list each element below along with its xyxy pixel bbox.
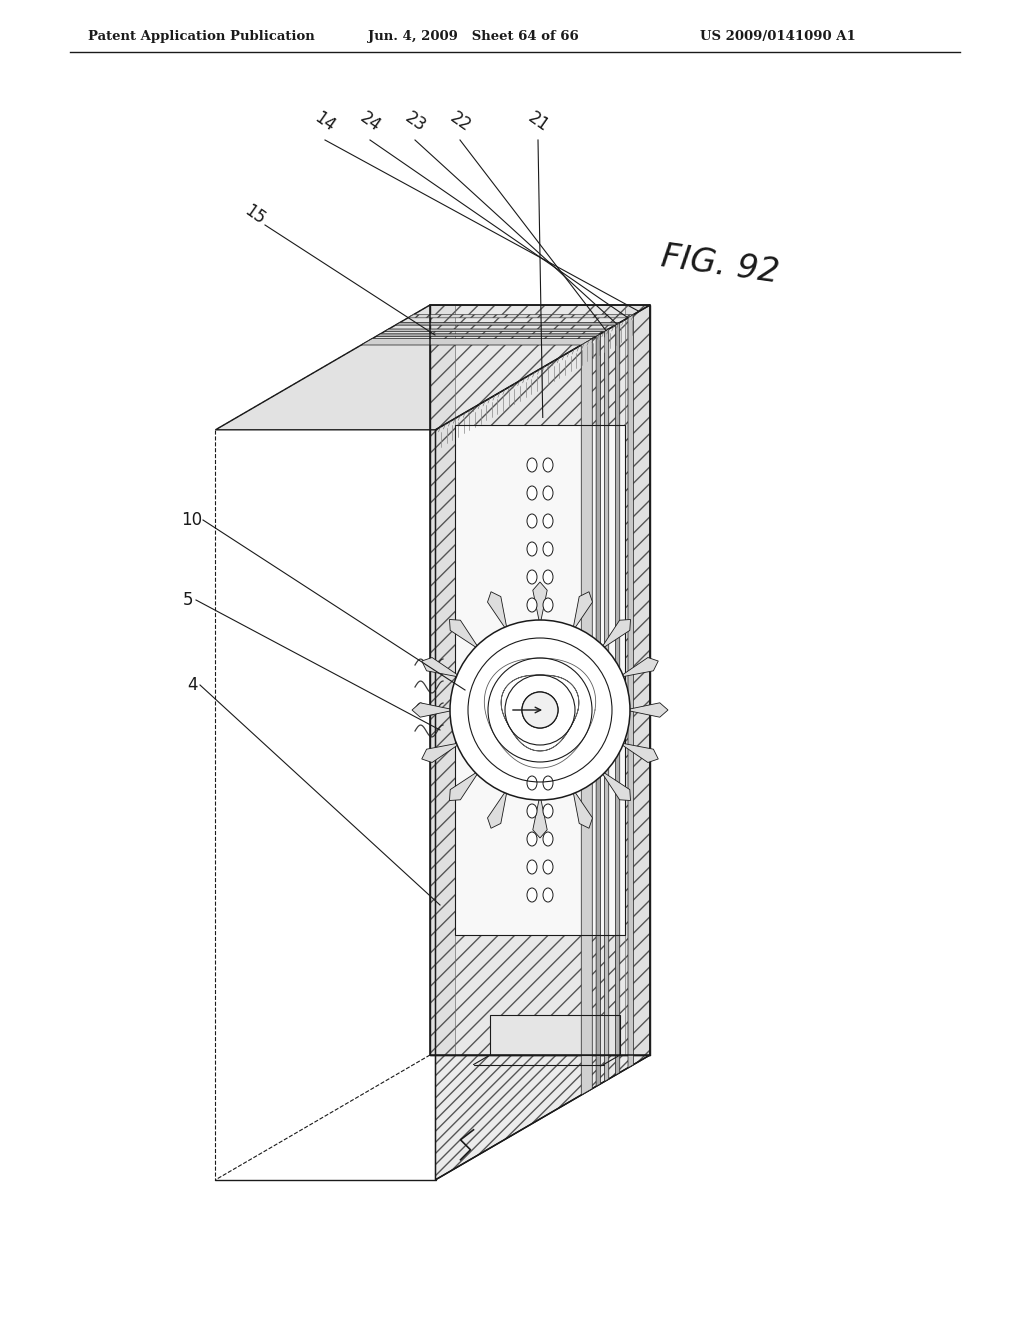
Circle shape — [522, 692, 558, 729]
Polygon shape — [430, 305, 650, 1055]
Polygon shape — [532, 795, 547, 838]
Text: 24: 24 — [356, 108, 384, 135]
Ellipse shape — [543, 458, 553, 473]
Text: Patent Application Publication: Patent Application Publication — [88, 30, 314, 44]
Polygon shape — [450, 619, 480, 649]
Text: 23: 23 — [401, 108, 429, 135]
Polygon shape — [618, 743, 658, 763]
Polygon shape — [430, 305, 650, 425]
Ellipse shape — [543, 888, 553, 902]
Polygon shape — [430, 305, 455, 1055]
Polygon shape — [361, 339, 592, 345]
Text: 4: 4 — [187, 676, 199, 694]
Polygon shape — [596, 334, 600, 1086]
Ellipse shape — [527, 861, 537, 874]
Ellipse shape — [527, 804, 537, 818]
Text: 10: 10 — [181, 511, 203, 529]
Polygon shape — [604, 329, 608, 1081]
Ellipse shape — [527, 570, 537, 583]
Ellipse shape — [543, 513, 553, 528]
Polygon shape — [395, 322, 620, 325]
Polygon shape — [600, 770, 631, 800]
Polygon shape — [412, 702, 455, 717]
Polygon shape — [490, 1015, 620, 1055]
Text: 21: 21 — [524, 108, 552, 135]
Ellipse shape — [527, 776, 537, 789]
Polygon shape — [450, 770, 480, 800]
Ellipse shape — [543, 832, 553, 846]
Ellipse shape — [527, 598, 537, 612]
Text: 5: 5 — [182, 591, 194, 609]
Polygon shape — [582, 339, 592, 1096]
Polygon shape — [532, 582, 547, 624]
Ellipse shape — [543, 804, 553, 818]
Polygon shape — [625, 305, 650, 1055]
Ellipse shape — [527, 513, 537, 528]
Ellipse shape — [543, 776, 553, 789]
Polygon shape — [487, 591, 508, 631]
Polygon shape — [487, 788, 508, 828]
Polygon shape — [628, 314, 634, 1068]
Polygon shape — [600, 619, 631, 649]
Polygon shape — [572, 591, 593, 631]
Polygon shape — [625, 702, 668, 717]
Text: FIG. 92: FIG. 92 — [658, 240, 781, 289]
Text: 15: 15 — [242, 202, 269, 228]
Polygon shape — [430, 935, 650, 1055]
Text: US 2009/0141090 A1: US 2009/0141090 A1 — [700, 30, 856, 44]
Ellipse shape — [543, 570, 553, 583]
Polygon shape — [618, 657, 658, 677]
Ellipse shape — [543, 486, 553, 500]
Polygon shape — [422, 657, 462, 677]
Polygon shape — [572, 788, 593, 828]
Text: 22: 22 — [446, 108, 474, 135]
Ellipse shape — [543, 861, 553, 874]
Polygon shape — [435, 305, 650, 1180]
Polygon shape — [408, 314, 634, 318]
Ellipse shape — [527, 458, 537, 473]
Polygon shape — [376, 334, 600, 337]
Ellipse shape — [527, 832, 537, 846]
Polygon shape — [384, 329, 608, 331]
Ellipse shape — [527, 543, 537, 556]
Ellipse shape — [543, 598, 553, 612]
Ellipse shape — [543, 543, 553, 556]
Text: Jun. 4, 2009   Sheet 64 of 66: Jun. 4, 2009 Sheet 64 of 66 — [368, 30, 579, 44]
Polygon shape — [215, 305, 650, 430]
Polygon shape — [615, 322, 620, 1076]
Circle shape — [450, 620, 630, 800]
Text: 14: 14 — [311, 108, 339, 135]
Ellipse shape — [527, 486, 537, 500]
Polygon shape — [422, 743, 462, 763]
Ellipse shape — [527, 888, 537, 902]
